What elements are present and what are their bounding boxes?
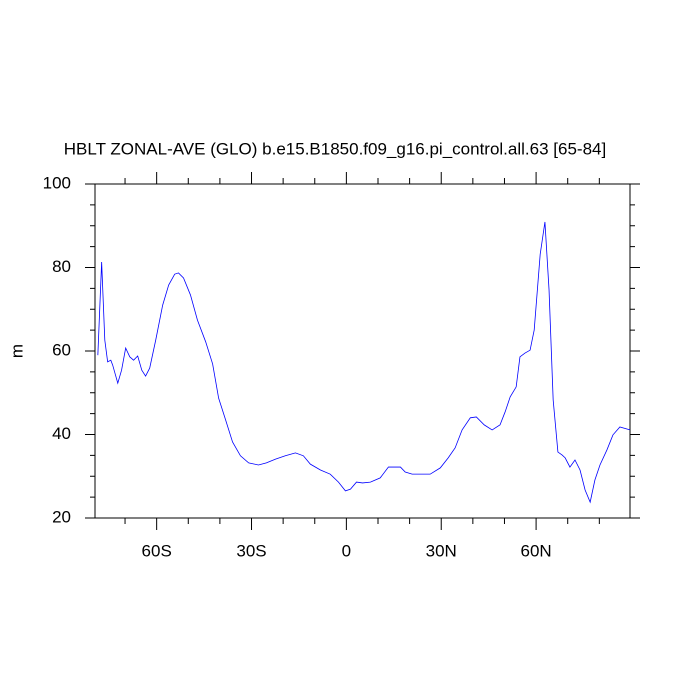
x-tick-label: 30S: [236, 541, 266, 560]
y-tick-label: 20: [52, 507, 71, 526]
data-line: [97, 221, 631, 504]
x-tick-label: 0: [342, 541, 351, 560]
x-tick-label: 60S: [142, 541, 172, 560]
chart-title: HBLT ZONAL-AVE (GLO) b.e15.B1850.f09_g16…: [64, 139, 606, 158]
y-tick-label: 60: [52, 340, 71, 359]
y-tick-label: 80: [52, 257, 71, 276]
x-tick-label: 60N: [520, 541, 551, 560]
y-tick-label: 100: [43, 173, 71, 192]
y-axis-label: m: [7, 344, 26, 358]
plot-frame: [94, 183, 631, 519]
x-tick-label: 30N: [426, 541, 457, 560]
y-tick-label: 40: [52, 424, 71, 443]
